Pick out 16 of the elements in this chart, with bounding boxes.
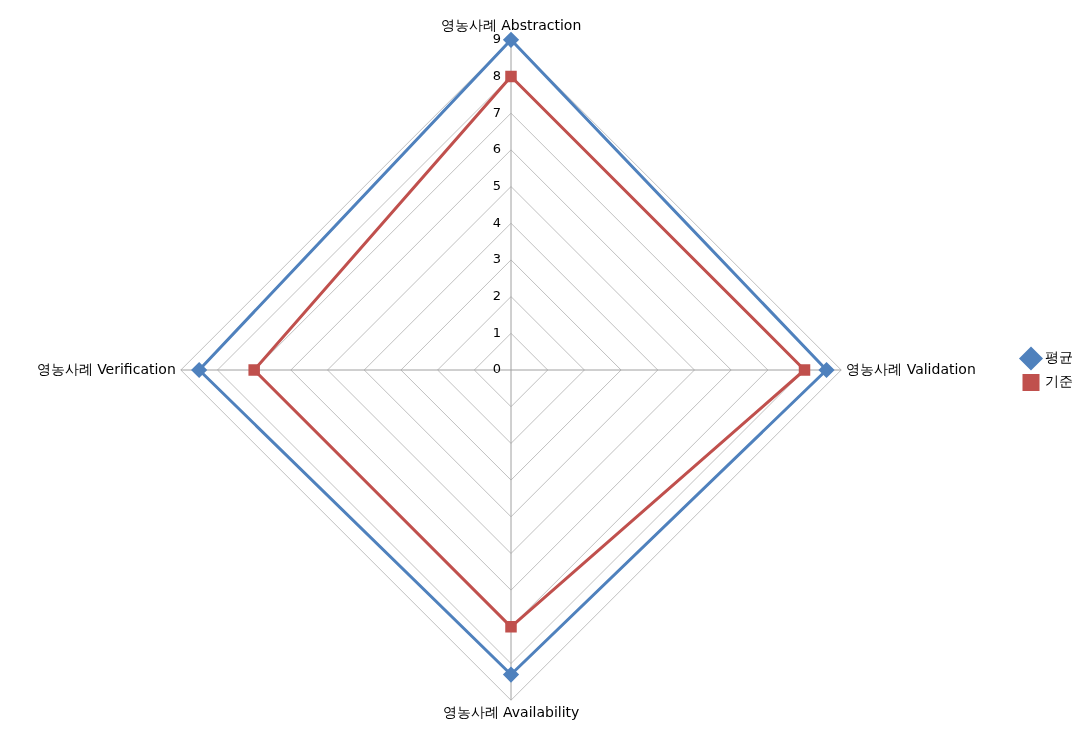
y-tick-label: 6 — [492, 141, 501, 157]
y-tick-label: 1 — [492, 324, 501, 340]
legend-label: 평균 — [1045, 349, 1073, 366]
legend-label: 기준 — [1045, 373, 1073, 390]
y-tick-label: 8 — [492, 67, 501, 83]
y-tick-label: 7 — [492, 104, 501, 120]
y-tick-label: 9 — [492, 31, 501, 47]
spoke-label: 영농사례 Availability — [442, 704, 580, 721]
spoke-label: 영농사례 Validation — [846, 360, 976, 377]
spoke-label: 영농사례 Abstraction — [440, 17, 582, 34]
y-tick-label: 2 — [492, 288, 501, 303]
y-tick-label: 0 — [492, 361, 501, 377]
y-tick-label: 5 — [492, 177, 501, 193]
spoke-label: 영농사례 Verification — [36, 360, 176, 377]
y-tick-label: 3 — [492, 251, 501, 267]
y-tick-label: 4 — [492, 214, 501, 230]
